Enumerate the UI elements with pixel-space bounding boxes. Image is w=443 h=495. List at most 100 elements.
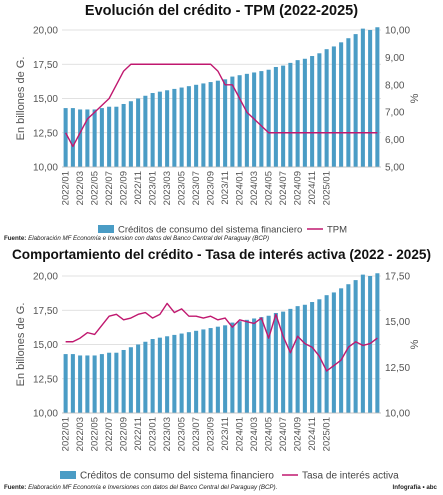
chart1-xtick: 2022/07 bbox=[104, 171, 115, 205]
chart1-bar bbox=[266, 69, 271, 167]
chart2-bar bbox=[150, 339, 155, 413]
chart1-bar bbox=[194, 84, 199, 167]
chart2-bar bbox=[237, 321, 242, 413]
chart1-bar bbox=[237, 75, 242, 167]
chart2-bar bbox=[281, 311, 286, 413]
chart2-bar bbox=[215, 326, 220, 413]
chart2-ytick-right: 12,50 bbox=[385, 363, 410, 374]
chart2-ytick-left: 12,50 bbox=[33, 374, 58, 385]
chart2-bar bbox=[208, 328, 213, 413]
chart1-bar bbox=[128, 101, 133, 167]
chart1-bar bbox=[63, 108, 68, 167]
chart2-xtick: 2025/01 bbox=[322, 417, 333, 451]
chart1-legend-label-line: TPM bbox=[327, 225, 347, 236]
chart1-line-tpm bbox=[65, 63, 378, 148]
chart1-legend-label-bars: Créditos de consumo del sistema financie… bbox=[118, 225, 302, 236]
chart1-bar bbox=[244, 73, 249, 167]
chart2-ytick-left: 10,00 bbox=[33, 409, 58, 420]
chart1-bar bbox=[92, 109, 97, 167]
chart2-xtick: 2024/11 bbox=[307, 417, 318, 451]
chart2-xtick: 2024/05 bbox=[264, 417, 275, 451]
chart1-bar bbox=[259, 71, 264, 167]
chart2-xtick: 2024/01 bbox=[235, 417, 246, 451]
chart2-bar bbox=[375, 273, 380, 413]
chart2-xtick: 2024/07 bbox=[278, 417, 289, 451]
chart1-bar bbox=[375, 27, 380, 168]
chart1-bar bbox=[78, 109, 83, 167]
chart2-bar bbox=[157, 337, 162, 413]
chart1-bar bbox=[324, 49, 329, 167]
chart2-bar bbox=[244, 319, 249, 413]
chart2-xtick: 2024/03 bbox=[249, 417, 260, 451]
chart1-ylabel-left: En billones de G. bbox=[15, 57, 27, 141]
chart2-ytick-left: 20,00 bbox=[33, 272, 58, 283]
chart1-ytick-left: 17,50 bbox=[33, 60, 58, 71]
chart1-xtick: 2023/11 bbox=[220, 171, 231, 205]
chart2-ylabel-left: En billones de G. bbox=[15, 303, 27, 387]
chart1-bar bbox=[339, 42, 344, 167]
chart1-bar bbox=[186, 86, 191, 167]
chart2-bar bbox=[295, 306, 300, 413]
chart2-bar bbox=[186, 332, 191, 413]
chart1-bar bbox=[121, 103, 126, 167]
chart2-line-tasa bbox=[65, 302, 378, 372]
chart2-bar bbox=[128, 347, 133, 413]
chart1-xtick: 2024/01 bbox=[235, 171, 246, 205]
chart2-legend-swatch-bars bbox=[60, 471, 76, 479]
chart1-ytick-right: 9,00 bbox=[385, 53, 405, 64]
chart1-bar bbox=[317, 53, 322, 167]
chart2-ytick-right: 17,50 bbox=[385, 272, 410, 283]
chart2-source: Fuente: Elaboración MF Economía e Invers… bbox=[4, 484, 277, 491]
chart2-ytick-right: 15,00 bbox=[385, 317, 410, 328]
chart1-bar bbox=[172, 88, 177, 167]
chart2-xtick: 2022/07 bbox=[104, 417, 115, 451]
chart1-bar bbox=[107, 106, 112, 167]
chart1-xtick: 2024/05 bbox=[264, 171, 275, 205]
chart2-bar bbox=[252, 318, 257, 413]
chart2-bar bbox=[288, 308, 293, 413]
chart1-xtick: 2023/05 bbox=[177, 171, 188, 205]
chart1-ytick-left: 12,50 bbox=[33, 128, 58, 139]
chart1-source-text: Elaboración MF Economía e Inversion con … bbox=[28, 235, 270, 242]
chart2-ytick-right: 10,00 bbox=[385, 409, 410, 420]
chart1-bar bbox=[295, 60, 300, 167]
chart1-bar bbox=[273, 66, 278, 167]
chart2-bar bbox=[179, 333, 184, 413]
chart2-xtick: 2023/05 bbox=[177, 417, 188, 451]
chart2-bar bbox=[273, 312, 278, 413]
chart1-xtick: 2022/09 bbox=[119, 171, 130, 205]
chart1-source-label: Fuente: bbox=[4, 235, 27, 242]
chart1-ytick-right: 7,00 bbox=[385, 108, 405, 119]
chart1-ytick-right: 8,00 bbox=[385, 80, 405, 91]
chart1-bar bbox=[85, 109, 90, 167]
chart2-bar bbox=[143, 341, 148, 413]
chart1-xtick: 2023/07 bbox=[191, 171, 202, 205]
chart2-bar bbox=[63, 354, 68, 413]
chart2-bar bbox=[368, 276, 373, 413]
chart1-bar bbox=[157, 91, 162, 167]
chart2-bar bbox=[114, 352, 119, 413]
chart2-legend-label-line: Tasa de interés activa bbox=[302, 471, 399, 482]
chart1-xtick: 2022/03 bbox=[75, 171, 86, 205]
chart2-bar bbox=[310, 302, 315, 413]
chart2-ytick-left: 15,00 bbox=[33, 340, 58, 351]
chart2-bar bbox=[165, 336, 170, 413]
chart2-bar bbox=[360, 274, 365, 413]
chart1-xtick: 2024/11 bbox=[307, 171, 318, 205]
chart2-xtick: 2022/09 bbox=[119, 417, 130, 451]
chart1-ylabel-right: % bbox=[409, 93, 421, 103]
chart1-xtick: 2022/01 bbox=[61, 171, 72, 205]
chart1-xtick: 2022/05 bbox=[90, 171, 101, 205]
chart1-xtick: 2025/01 bbox=[322, 171, 333, 205]
chart2-xtick: 2022/01 bbox=[61, 417, 72, 451]
chart1: 10,00 12,50 15,00 17,50 20,00 5,00 6,00 7,00 8,0… bbox=[15, 26, 421, 236]
chart2-legend-label-bars: Créditos de consumo del sistema financie… bbox=[80, 471, 274, 482]
chart1-bar bbox=[143, 95, 148, 167]
chart2-source-text: Elaboración MF Economía e Inversiones co… bbox=[28, 484, 278, 491]
chart1-bar bbox=[353, 34, 358, 167]
chart1-ytick-right: 10,00 bbox=[385, 26, 410, 37]
chart2-bar bbox=[99, 354, 104, 413]
chart2-bar bbox=[302, 304, 307, 413]
chart2-bar bbox=[201, 329, 206, 413]
